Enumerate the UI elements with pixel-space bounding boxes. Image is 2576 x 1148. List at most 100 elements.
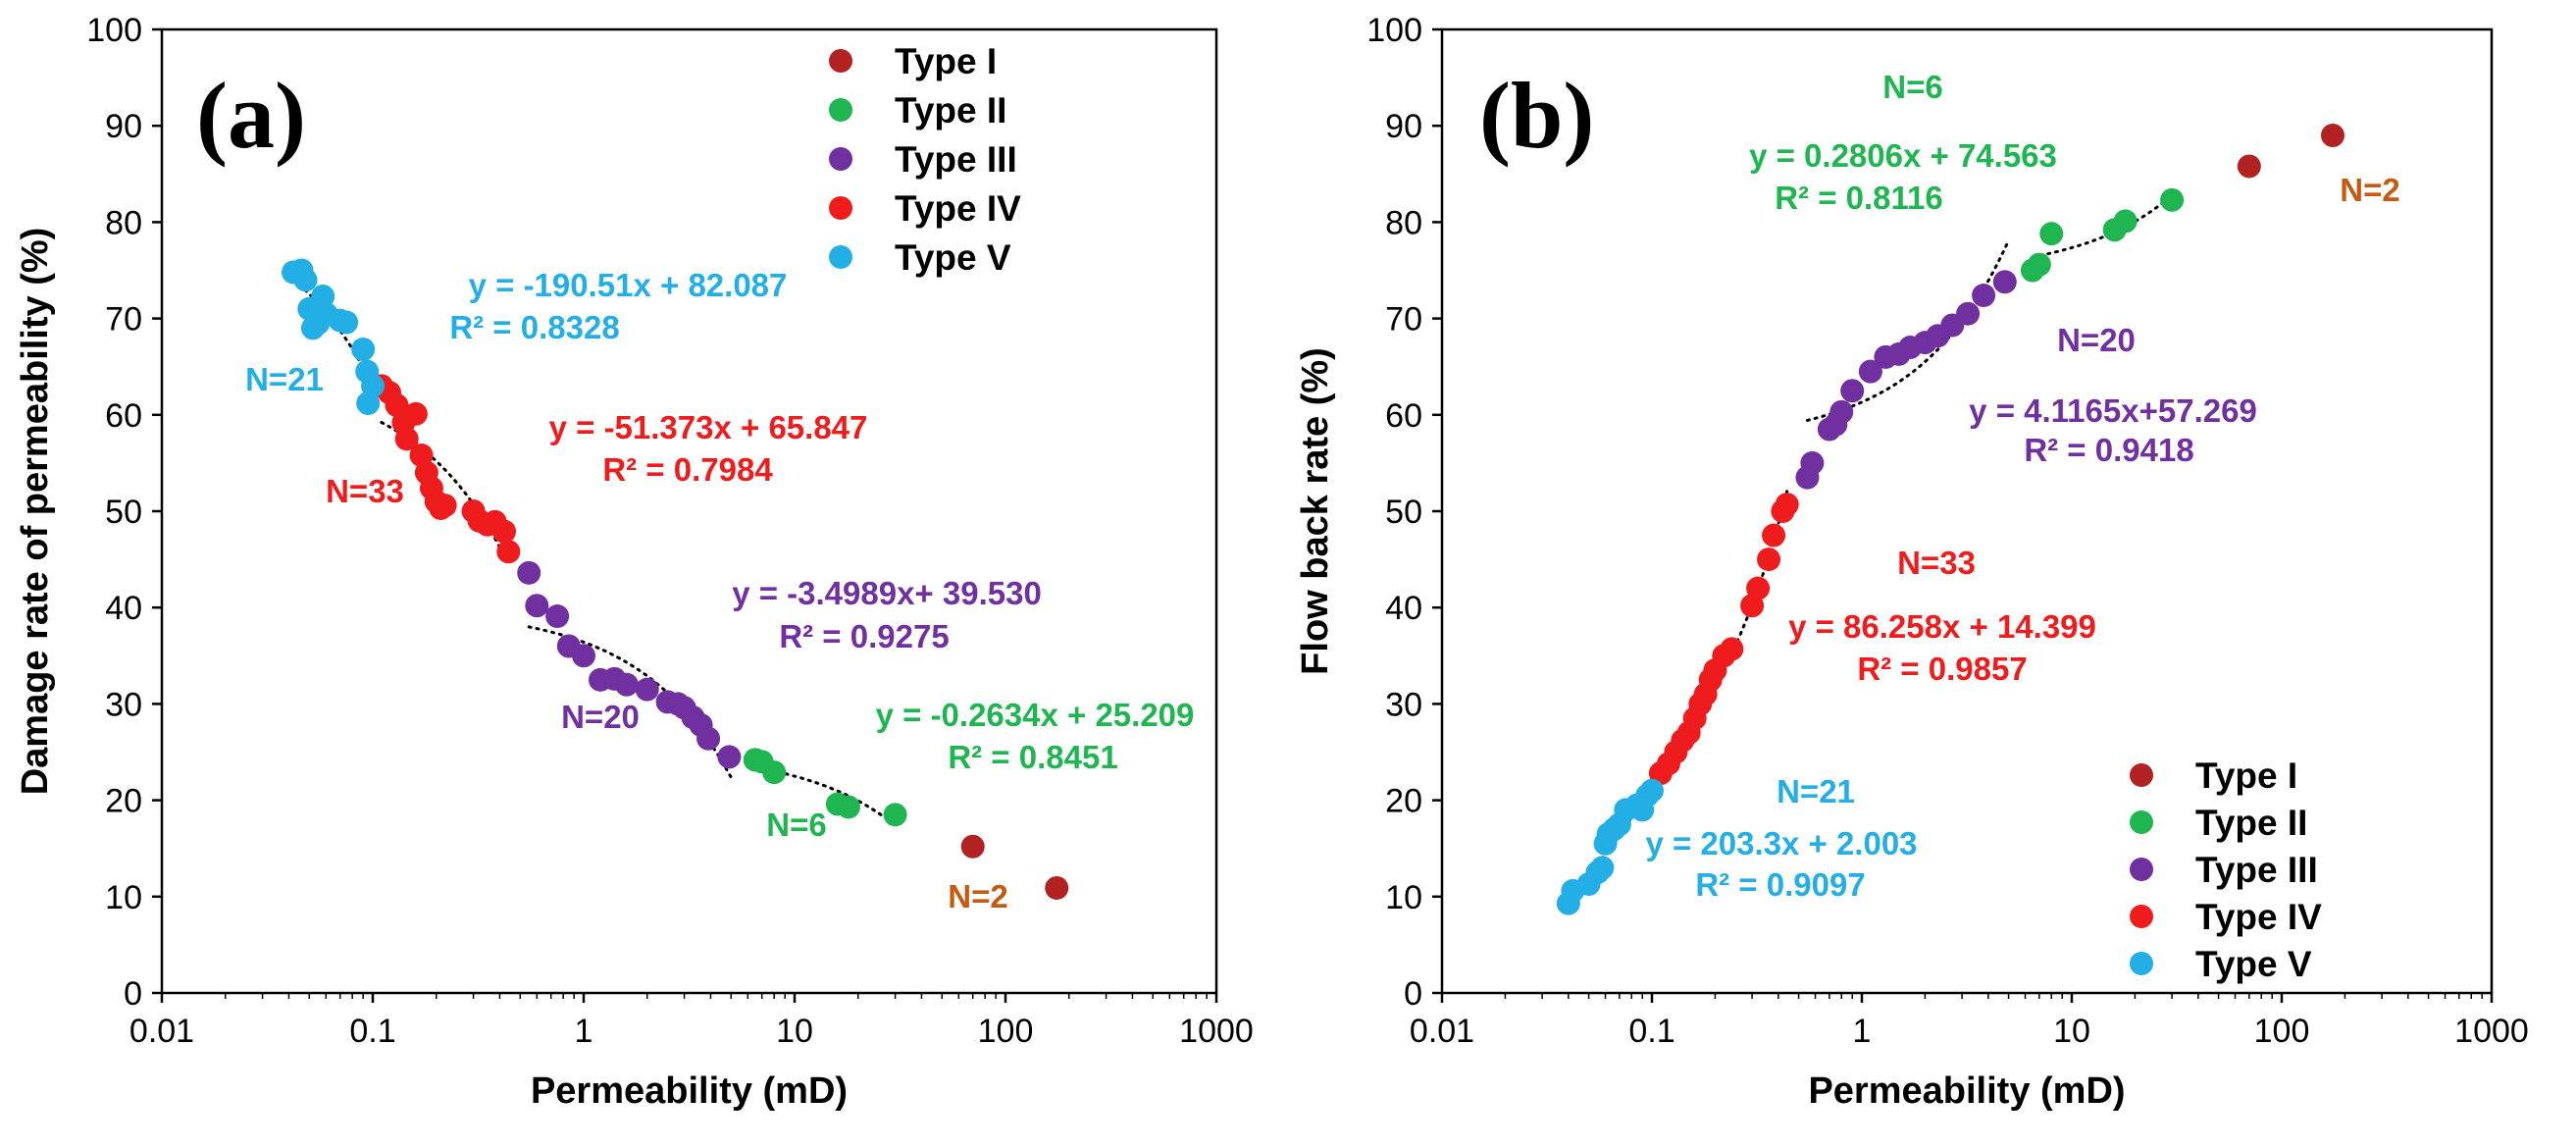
point-type-iii: [517, 560, 541, 585]
point-type-iv: [1720, 637, 1744, 661]
n-label-type-i: N=2: [948, 878, 1007, 914]
x-tick-label: 0.1: [349, 1013, 395, 1050]
legend-marker-type-ii: [829, 98, 852, 122]
n-label-type-iv: N=33: [326, 473, 404, 509]
legend-label-type-ii: Type II: [2195, 803, 2307, 843]
r2-label-type-iii: R² = 0.9418: [2024, 432, 2193, 468]
y-tick-label: 80: [105, 204, 142, 241]
point-type-iii: [572, 644, 595, 668]
point-type-iv: [1757, 548, 1781, 572]
r2-label-type-v: R² = 0.8328: [449, 309, 619, 345]
equation-label-type-ii: y = -0.2634x + 25.209: [876, 697, 1195, 733]
point-type-iii: [614, 672, 639, 697]
point-type-v: [1640, 778, 1664, 803]
point-type-iv: [1775, 493, 1799, 517]
y-tick-label: 20: [105, 783, 142, 820]
n-label-type-iii: N=20: [2057, 322, 2136, 358]
y-tick-label: 50: [1385, 494, 1422, 531]
legend-marker-type-v: [829, 245, 852, 269]
x-tick-label: 10: [2053, 1013, 2090, 1050]
y-tick-label: 60: [105, 397, 142, 435]
point-type-iv: [1746, 576, 1771, 600]
y-tick-label: 10: [1385, 879, 1422, 916]
legend-label-type-ii: Type II: [895, 90, 1006, 130]
r2-label-type-iv: R² = 0.9857: [1857, 651, 2027, 687]
y-tick-label: 40: [1385, 590, 1422, 627]
equation-label-type-iv: y = 86.258x + 14.399: [1788, 608, 2096, 645]
legend-label-type-i: Type I: [895, 41, 997, 81]
legend-marker-type-iii: [829, 147, 852, 171]
r2-label-type-v: R² = 0.9097: [1695, 866, 1865, 903]
y-tick-label: 90: [1385, 108, 1422, 145]
point-type-ii: [883, 803, 907, 827]
point-type-v: [293, 268, 318, 292]
y-tick-label: 100: [86, 12, 142, 49]
point-type-iii: [635, 677, 659, 702]
point-type-v: [1590, 856, 1615, 880]
equation-label-type-v: y = 203.3x + 2.003: [1645, 825, 1917, 861]
point-type-iii: [696, 726, 721, 751]
x-axis-label: Permeability (mD): [531, 1070, 848, 1112]
x-tick-label: 0.01: [129, 1013, 194, 1050]
legend-marker-type-ii: [2130, 810, 2153, 834]
x-tick-label: 100: [978, 1013, 1034, 1050]
point-type-v: [311, 285, 335, 309]
r2-label-type-ii: R² = 0.8116: [1775, 180, 1943, 216]
y-tick-label: 60: [1385, 397, 1422, 435]
plot-frame: [160, 27, 1218, 995]
point-type-iii: [1992, 270, 2017, 294]
r2-label-type-iv: R² = 0.7984: [602, 451, 773, 488]
x-tick-label: 100: [2254, 1013, 2310, 1050]
x-tick-label: 1: [575, 1013, 593, 1050]
n-label-type-ii: N=6: [1882, 69, 1942, 105]
y-tick-label: 0: [124, 975, 142, 1013]
y-tick-label: 30: [1385, 686, 1422, 723]
y-tick-label: 10: [105, 879, 142, 916]
equation-label-type-iii: y = 4.1165x+57.269: [1969, 392, 2257, 429]
n-label-type-v: N=21: [245, 361, 324, 397]
y-tick-label: 70: [105, 301, 142, 339]
r2-label-type-ii: R² = 0.8451: [948, 739, 1117, 775]
x-tick-label: 10: [776, 1013, 813, 1050]
y-tick-label: 100: [1366, 12, 1422, 49]
legend-label-type-iii: Type III: [2195, 850, 2318, 890]
point-type-iv: [491, 519, 516, 544]
point-type-i: [2237, 154, 2261, 179]
r2-label-type-iii: R² = 0.9275: [779, 618, 949, 654]
y-axis-label: Flow back rate (%): [1295, 347, 1336, 675]
point-type-iii: [545, 604, 570, 629]
n-label-type-v: N=21: [1777, 773, 1855, 809]
x-tick-label: 1: [1853, 1013, 1872, 1050]
point-type-iii: [1840, 379, 1865, 403]
panel-label: (a): [196, 63, 306, 168]
legend-label-type-iv: Type IV: [895, 188, 1021, 229]
point-type-iii: [1972, 284, 1996, 308]
x-axis-label: Permeability (mD): [1808, 1070, 2125, 1112]
legend-label-type-v: Type V: [895, 237, 1011, 278]
y-tick-label: 50: [105, 494, 142, 531]
chart-panel-b: 0 10 20 30 40 50 60 70 80 90 100 0.01 0.1 1 10 100 1000 P…: [1295, 12, 2529, 1112]
legend-marker-type-v: [2130, 952, 2153, 975]
legend-marker-type-iv: [2130, 905, 2153, 928]
chart-panel-a: 0 10 20 30 40 50 60 70 80 90 100 0.01 0.1 1 10 100 1000 P…: [15, 12, 1254, 1112]
y-tick-label: 30: [105, 686, 142, 723]
equation-label-type-ii: y = 0.2806x + 74.563: [1749, 137, 2057, 174]
legend-label-type-iii: Type III: [895, 139, 1017, 180]
x-tick-label: 1000: [1179, 1013, 1254, 1050]
trendline-type-iii: [527, 625, 733, 779]
point-type-i: [1045, 875, 1069, 900]
point-type-ii: [762, 760, 787, 785]
point-type-iv: [403, 401, 428, 426]
legend: Type I Type II Type III Type IV Type V: [2130, 756, 2322, 984]
point-type-iv: [394, 427, 419, 451]
x-tick-label: 0.01: [1410, 1013, 1474, 1050]
point-type-iii: [1829, 399, 1854, 424]
equation-label-type-iv: y = -51.373x + 65.847: [549, 409, 868, 445]
legend-label-type-iv: Type IV: [2195, 897, 2322, 937]
y-tick-label: 90: [105, 108, 142, 145]
y-tick-label: 0: [1404, 975, 1422, 1013]
point-type-iii: [717, 745, 742, 769]
equation-label-type-v: y = -190.51x + 82.087: [469, 267, 788, 303]
point-type-iii: [1858, 359, 1882, 384]
